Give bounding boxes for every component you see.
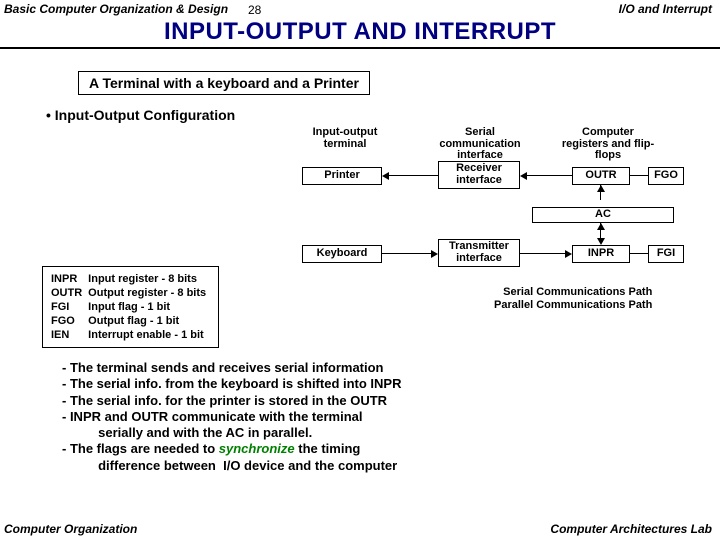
arrow-line: [630, 175, 648, 176]
body-line: - The serial info. for the printer is st…: [62, 393, 402, 409]
reg-desc: Interrupt enable - 1 bit: [88, 329, 210, 341]
reg-abbr: FGI: [51, 301, 86, 313]
reg-desc: Output flag - 1 bit: [88, 315, 210, 327]
register-table: INPRInput register - 8 bits OUTROutput r…: [42, 266, 219, 348]
box-fgo: FGO: [648, 167, 684, 185]
section-box: A Terminal with a keyboard and a Printer: [78, 71, 370, 95]
slide-header: Basic Computer Organization & Design 28 …: [0, 0, 720, 16]
body-text: - The terminal sends and receives serial…: [62, 360, 402, 474]
reg-abbr: OUTR: [51, 287, 86, 299]
arrow-head: [597, 238, 605, 245]
col-header-registers: Computer registers and flip-flops: [558, 127, 658, 162]
body-line: - INPR and OUTR communicate with the ter…: [62, 409, 402, 425]
reg-abbr: FGO: [51, 315, 86, 327]
body-line: - The terminal sends and receives serial…: [62, 360, 402, 376]
body-line: - The flags are needed to synchronize th…: [62, 441, 402, 457]
serial-path-label: Serial Communications Path: [494, 286, 652, 299]
arrow-head: [431, 250, 438, 258]
slide-footer: Computer Organization Computer Architect…: [0, 522, 720, 536]
box-inpr: INPR: [572, 245, 630, 263]
box-receiver: Receiver interface: [438, 161, 520, 189]
parallel-path-label: Parallel Communications Path: [494, 299, 652, 312]
footer-right: Computer Architectures Lab: [550, 522, 712, 536]
reg-desc: Input register - 8 bits: [88, 273, 210, 285]
arrow-line: [520, 253, 565, 254]
path-labels: Serial Communications Path Parallel Comm…: [494, 286, 652, 311]
arrow-head: [520, 172, 527, 180]
col-header-terminal: Input-output terminal: [300, 127, 390, 150]
arrow-line: [389, 175, 438, 176]
box-fgi: FGI: [648, 245, 684, 263]
title-underline: [0, 47, 720, 49]
arrow-line: [527, 175, 572, 176]
box-keyboard: Keyboard: [302, 245, 382, 263]
reg-desc: Output register - 8 bits: [88, 287, 210, 299]
arrow-head: [565, 250, 572, 258]
body-frag: the timing: [295, 441, 361, 456]
body-frag: - The flags are needed to: [62, 441, 219, 456]
arrow-head: [382, 172, 389, 180]
arrow-line: [630, 253, 648, 254]
box-ac: AC: [532, 207, 674, 223]
body-line: - The serial info. from the keyboard is …: [62, 376, 402, 392]
bullet-heading: Input-Output Configuration: [46, 107, 720, 123]
reg-abbr: INPR: [51, 273, 86, 285]
arrow-head: [597, 223, 605, 230]
col-header-interface: Serial communication interface: [430, 127, 530, 162]
body-line: difference between I/O device and the co…: [62, 458, 402, 474]
body-line: serially and with the AC in parallel.: [62, 425, 402, 441]
box-transmitter: Transmitter interface: [438, 239, 520, 267]
footer-left: Computer Organization: [4, 522, 137, 536]
box-printer: Printer: [302, 167, 382, 185]
header-left: Basic Computer Organization & Design: [4, 2, 228, 16]
arrow-head: [597, 185, 605, 192]
reg-abbr: IEN: [51, 329, 86, 341]
arrow-line: [382, 253, 431, 254]
reg-desc: Input flag - 1 bit: [88, 301, 210, 313]
header-right: I/O and Interrupt: [619, 2, 712, 16]
main-title: INPUT-OUTPUT AND INTERRUPT: [0, 18, 720, 46]
box-outr: OUTR: [572, 167, 630, 185]
page-number: 28: [248, 3, 261, 17]
body-emphasis: synchronize: [219, 441, 295, 456]
